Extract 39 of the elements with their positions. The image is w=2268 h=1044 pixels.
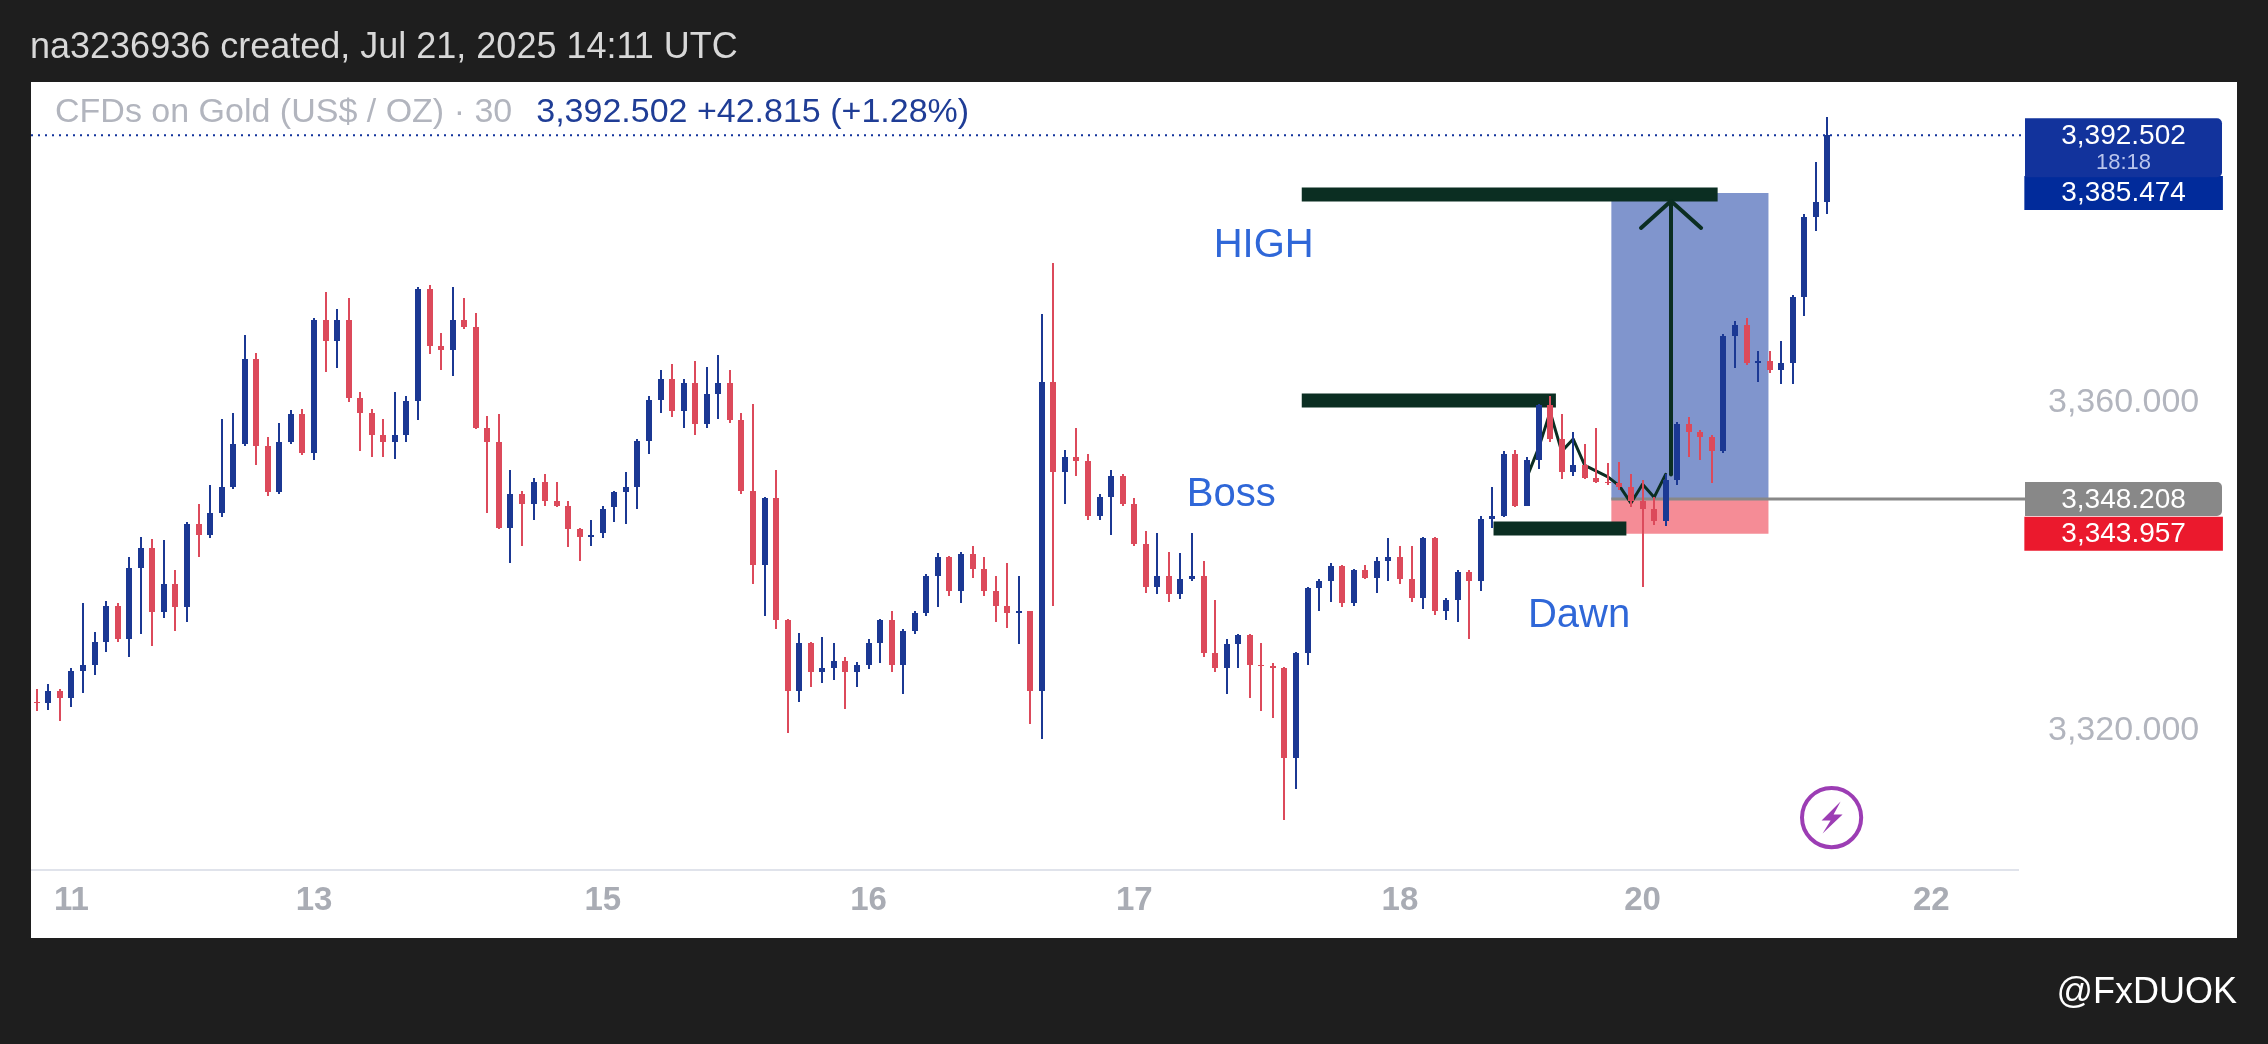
candlestick [588,520,594,546]
candlestick [1270,663,1276,718]
candlestick [1073,428,1079,476]
ref-line-label: HIGH [1213,221,1314,266]
candlestick [80,603,86,693]
candlestick [819,637,825,683]
candlestick [1755,351,1761,382]
ref-line-label: 3,392.502 [2061,119,2186,151]
candlestick [1593,428,1599,483]
text: na3236936 created, Jul 21, 2025 14:11 UTC [30,25,738,67]
candlestick [1016,576,1022,644]
text: @FxDUOK [2056,970,2237,1012]
candlestick [1640,480,1646,587]
ref-line-label: Dawn [1527,590,1631,635]
y-tick-label: 3,360.000 [2048,380,2200,419]
x-tick-label: 16 [850,879,887,917]
candlestick [1489,487,1495,528]
candlestick [1189,533,1195,581]
x-tick-label: 17 [1115,879,1153,917]
y-tick-label: 3,385.474 [2061,175,2186,207]
x-tick-label: 22 [1913,879,1950,917]
x-tick-label: 20 [1624,879,1661,917]
candlestick [34,689,40,711]
x-tick-label: 11 [53,879,89,917]
x-tick-label: 15 [584,879,622,917]
candlestick [392,392,398,459]
candlestick [1385,538,1391,581]
x-tick-label: 13 [295,879,333,917]
candlestick [1605,463,1611,485]
y-tick-label: 3,343.957 [2061,516,2186,548]
chart-title: CFDs on Gold (US$ / OZ) · 30 [55,91,513,129]
chart-subtitle: 3,392.502 +42.815 (+1.28%) [536,91,970,129]
ref-line-label: Boss [1186,469,1276,514]
candlestick [1258,643,1264,711]
x-tick-label: 18 [1381,879,1419,917]
text: 18:18 [2095,148,2152,174]
candlestick [623,472,629,524]
y-tick-label: 3,320.000 [2048,708,2200,747]
ref-line-label: 3,348.208 [2061,482,2186,514]
